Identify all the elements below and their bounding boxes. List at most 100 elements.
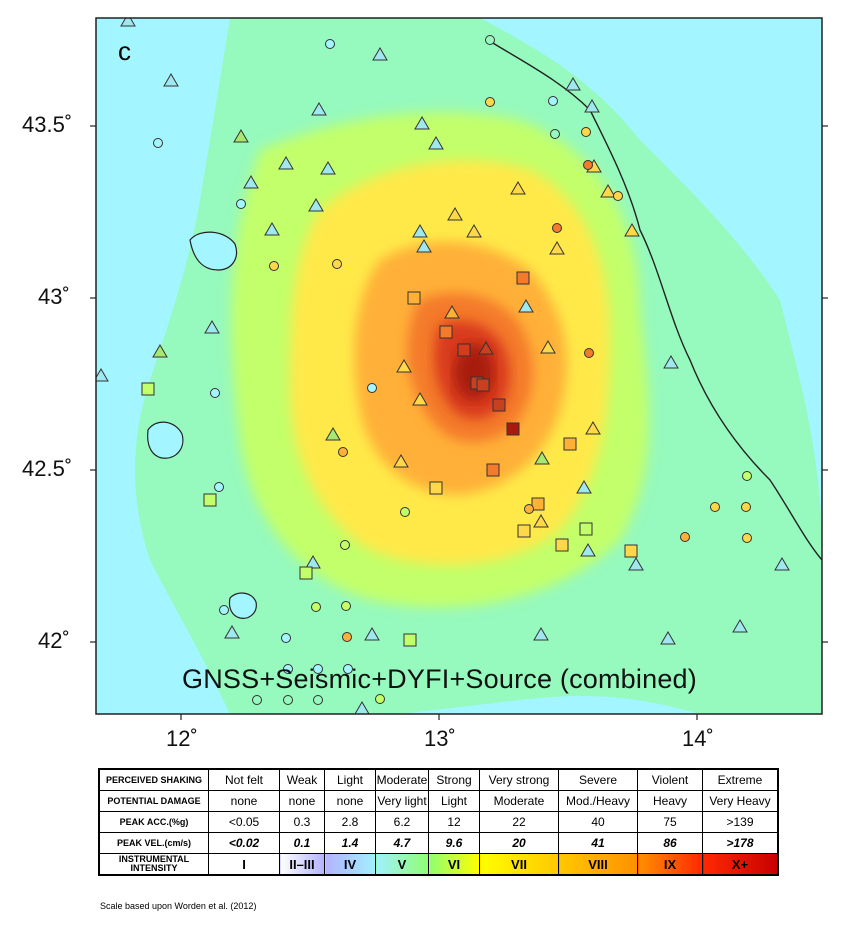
legend-cell: >139	[702, 811, 779, 833]
station-triangle	[278, 156, 294, 170]
station-triangle	[447, 207, 463, 221]
station-triangle	[354, 701, 370, 714]
legend-cell: 22	[479, 811, 559, 833]
station-triangle	[264, 222, 280, 236]
legend-cell: Violent	[637, 768, 703, 791]
station-triangle	[624, 223, 640, 237]
triangle-stations	[96, 18, 790, 714]
station-circle	[269, 261, 279, 271]
legend-cell: Very light	[375, 790, 429, 812]
legend-cell: Moderate	[479, 790, 559, 812]
circle-stations	[153, 35, 752, 705]
legend-cell: Very Heavy	[702, 790, 779, 812]
station-circle	[550, 129, 560, 139]
station-circle	[548, 96, 558, 106]
legend-cell: IV	[324, 853, 376, 876]
lon-label-12: 12˚	[166, 726, 198, 751]
legend-cell: IX	[637, 853, 703, 876]
station-square	[457, 343, 471, 357]
legend-row-damage: POTENTIAL DAMAGE none none none Very light Li…	[98, 790, 779, 812]
station-circle	[581, 127, 591, 137]
legend-cell: 20	[479, 832, 559, 854]
legend-row-shaking: PERCEIVED SHAKING Not felt Weak Light Modera…	[98, 768, 779, 791]
station-square	[555, 538, 569, 552]
station-triangle	[152, 344, 168, 358]
legend-cell: >178	[702, 832, 779, 854]
legend-cell: Strong	[428, 768, 480, 791]
station-circle	[485, 97, 495, 107]
lon-label-13: 13˚	[424, 726, 456, 751]
station-triangle	[364, 627, 380, 641]
station-triangle	[412, 392, 428, 406]
station-circle	[742, 533, 752, 543]
station-square	[516, 271, 530, 285]
station-circle	[343, 664, 353, 674]
legend-row-label: PERCEIVED SHAKING	[98, 768, 209, 791]
intensity-map	[90, 17, 828, 720]
legend-row-label: POTENTIAL DAMAGE	[98, 790, 209, 812]
legend-cell: none	[324, 790, 376, 812]
station-circle	[741, 502, 751, 512]
legend-cell: 6.2	[375, 811, 429, 833]
station-circle	[552, 223, 562, 233]
station-circle	[710, 502, 720, 512]
station-circle	[524, 504, 534, 514]
station-triangle	[628, 557, 644, 571]
station-triangle	[305, 555, 321, 569]
legend-credit: Scale based upon Worden et al. (2012)	[100, 901, 257, 911]
station-circle	[342, 632, 352, 642]
station-triangle	[320, 161, 336, 175]
station-triangle	[600, 184, 616, 198]
legend-cell: Severe	[558, 768, 638, 791]
legend-cell: 1.4	[324, 832, 376, 854]
station-triangle	[204, 320, 220, 334]
station-triangle	[243, 175, 259, 189]
station-circle	[613, 191, 623, 201]
station-circle	[283, 695, 293, 705]
legend-cell: V	[375, 853, 429, 876]
legend-row-label: PEAK VEL.(cm/s)	[98, 832, 209, 854]
panel-letter: c	[118, 36, 131, 66]
station-triangle	[549, 241, 565, 255]
station-triangle	[444, 305, 460, 319]
legend-row-intensity: INSTRUMENTAL INTENSITY I II–III IV V VI VII VII…	[98, 853, 779, 876]
station-square	[407, 291, 421, 305]
legend-cell: <0.05	[208, 811, 280, 833]
station-triangle	[576, 480, 592, 494]
legend-cell: 40	[558, 811, 638, 833]
legend-row-vel: PEAK VEL.(cm/s) <0.02 0.1 1.4 4.7 9.6 20 41 86 >1…	[98, 832, 779, 854]
legend-cell: X+	[702, 853, 779, 876]
station-triangle	[428, 136, 444, 150]
station-triangle	[518, 299, 534, 313]
lake-trasimeno	[189, 231, 238, 271]
legend-cell: 0.3	[279, 811, 325, 833]
legend-cell: VII	[479, 853, 559, 876]
station-square	[476, 378, 490, 392]
station-triangle	[774, 557, 790, 571]
station-triangle	[416, 239, 432, 253]
station-circle	[311, 602, 321, 612]
station-square	[492, 398, 506, 412]
station-circle	[584, 348, 594, 358]
legend-cell: Moderate	[375, 768, 429, 791]
station-triangle	[660, 631, 676, 645]
legend-cell: VIII	[558, 853, 638, 876]
station-circle	[214, 482, 224, 492]
legend-cell: 4.7	[375, 832, 429, 854]
legend-cell: none	[208, 790, 280, 812]
station-triangle	[311, 102, 327, 116]
legend-cell: Not felt	[208, 768, 280, 791]
coastline	[487, 39, 822, 561]
station-square	[531, 497, 545, 511]
legend-cell: Mod./Heavy	[558, 790, 638, 812]
station-circle	[236, 199, 246, 209]
station-triangle	[414, 116, 430, 130]
station-triangle	[396, 359, 412, 373]
station-square	[563, 437, 577, 451]
station-triangle	[565, 77, 581, 91]
legend-cell: 41	[558, 832, 638, 854]
legend-cell: 86	[637, 832, 703, 854]
station-triangle	[308, 198, 324, 212]
station-triangle	[412, 224, 428, 238]
station-square	[299, 566, 313, 580]
